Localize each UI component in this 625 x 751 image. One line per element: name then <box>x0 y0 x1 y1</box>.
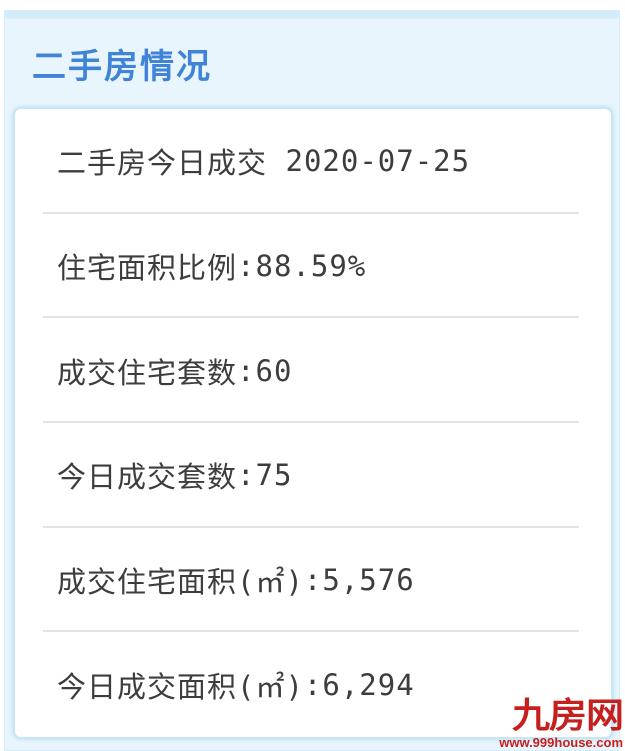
row-value: 6,294 <box>322 667 415 702</box>
site-url-link[interactable]: www.999house.com <box>499 735 623 750</box>
row-separator: : <box>303 563 323 598</box>
row-divider <box>43 211 579 214</box>
info-row-total-area-sold-today: 今日成交面积(㎡):6,294 <box>15 632 611 737</box>
info-row-residential-area-sold: 成交住宅面积(㎡):5,576 <box>15 528 611 633</box>
row-divider <box>43 421 579 424</box>
row-label: 二手房今日成交 <box>57 146 268 181</box>
row-separator: : <box>303 667 323 702</box>
row-label: 住宅面积比例 <box>57 251 238 285</box>
info-row-residential-units-sold: 成交住宅套数:60 <box>15 318 611 424</box>
row-label: 今日成交面积(㎡) <box>57 669 304 704</box>
info-row-total-units-sold-today: 今日成交套数:75 <box>15 423 611 528</box>
row-label: 成交住宅套数 <box>57 355 238 390</box>
info-row-date: 二手房今日成交 2020-07-25 <box>15 109 611 214</box>
row-separator <box>267 144 285 178</box>
row-separator: : <box>237 353 256 388</box>
row-divider <box>43 525 579 528</box>
secondhand-housing-panel: 二手房情况 二手房今日成交 2020-07-25 住宅面积比例:88.59% 成… <box>4 10 620 751</box>
row-value: 75 <box>255 458 293 493</box>
site-logo: 九房网 <box>511 697 624 736</box>
row-divider <box>43 316 579 319</box>
row-label: 今日成交套数 <box>57 460 238 495</box>
row-divider <box>43 630 579 633</box>
panel-title: 二手房情况 <box>32 48 212 86</box>
info-row-residential-area-ratio: 住宅面积比例:88.59% <box>15 214 611 319</box>
row-label: 成交住宅面积(㎡) <box>57 565 304 600</box>
row-value: 5,576 <box>322 563 415 598</box>
site-watermark: 九房网 www.999house.com <box>499 696 624 750</box>
row-separator: : <box>237 249 256 283</box>
row-value: 88.59% <box>255 249 367 283</box>
row-value: 2020-07-25 <box>285 144 471 179</box>
row-value: 60 <box>255 353 293 388</box>
info-card: 二手房今日成交 2020-07-25 住宅面积比例:88.59% 成交住宅套数:… <box>13 107 613 739</box>
row-separator: : <box>237 458 256 493</box>
